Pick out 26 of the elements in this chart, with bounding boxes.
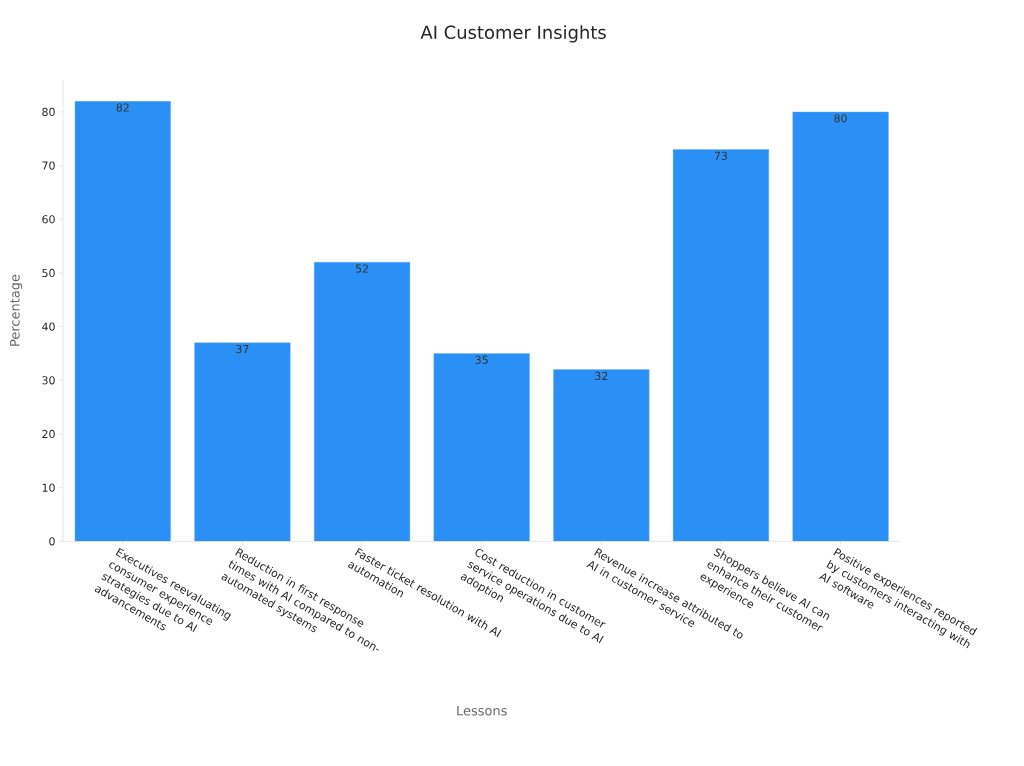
y-tick-label: 50 xyxy=(42,268,55,278)
bar xyxy=(194,342,291,542)
y-tick-label: 60 xyxy=(42,215,55,224)
x-axis-title: Lessons xyxy=(457,706,507,716)
bar xyxy=(553,369,650,542)
data-label: 37 xyxy=(236,345,249,354)
y-tick-label: 40 xyxy=(42,322,55,331)
bar xyxy=(314,262,411,542)
chart-title: AI Customer Insights xyxy=(420,25,606,43)
data-label: 35 xyxy=(475,355,488,365)
y-tick-label: 20 xyxy=(42,430,55,439)
bar xyxy=(74,101,171,542)
data-label: 52 xyxy=(355,264,368,273)
y-tick-label: 10 xyxy=(42,483,55,492)
bar xyxy=(433,353,530,542)
y-tick-label: 30 xyxy=(42,376,55,385)
y-axis-title: Percentage xyxy=(10,274,23,346)
data-label: 80 xyxy=(834,114,847,123)
y-tick-label: 80 xyxy=(42,107,55,117)
data-label: 82 xyxy=(116,103,129,112)
bar xyxy=(792,111,889,542)
y-tick-label: 70 xyxy=(42,161,55,170)
data-label: 32 xyxy=(595,371,608,381)
data-label: 73 xyxy=(714,151,728,161)
y-tick-label: 0 xyxy=(49,537,55,546)
bar xyxy=(672,149,769,542)
